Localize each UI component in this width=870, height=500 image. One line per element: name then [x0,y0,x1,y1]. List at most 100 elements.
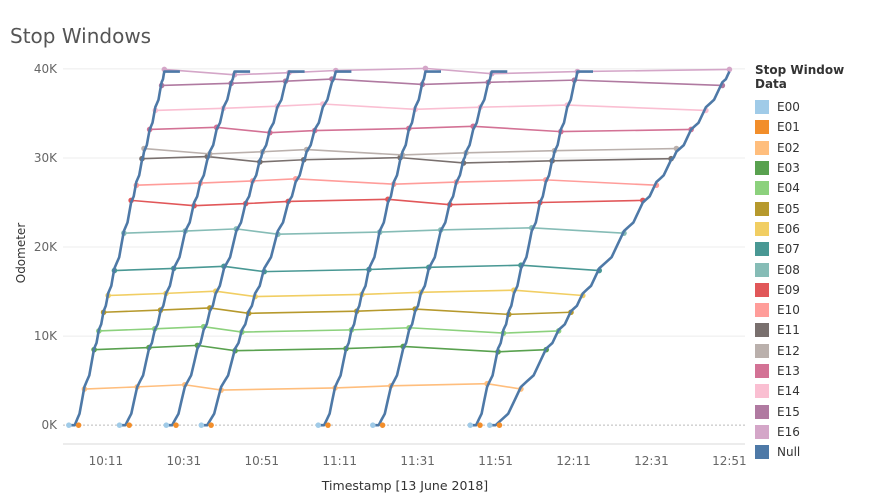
legend-label: E05 [777,201,800,216]
legend-item: E06 [755,219,867,239]
stop-window-line-e05 [103,307,572,316]
legend-label: E14 [777,384,800,399]
legend-item: E13 [755,361,867,381]
legend-item: E09 [755,280,867,300]
stop-window-line-e06 [108,289,583,298]
legend-swatch [755,323,769,338]
odometer-trip-series [66,70,731,428]
y-tick-label: 0K [41,418,58,432]
legend-label: E13 [777,364,800,378]
stop-window-line-e09 [131,198,643,207]
legend-label: E08 [777,262,800,277]
legend-swatch [755,201,769,216]
x-tick-label: 11:51 [478,454,513,468]
trip-line [201,70,352,427]
legend-swatch [755,100,769,115]
x-tick-label: 11:11 [322,454,357,468]
stop-window-line-e14 [155,103,706,112]
legend-swatch [755,303,769,318]
stop-window-point-e01 [173,422,179,428]
trip-line [119,70,251,427]
stop-window-point-e16 [726,66,733,73]
legend-swatch [755,120,769,135]
legend-item: E15 [755,401,867,421]
legend-label: Null [777,445,801,460]
trip-line [318,70,441,427]
legend-item: E04 [755,178,867,198]
legend: Stop Window Data E00 E01 E02 E03 E04 E05 E06 E0… [755,63,867,462]
legend-swatch [755,140,769,155]
legend-swatch [755,221,769,236]
legend-item: E00 [755,97,867,117]
legend-swatch [755,384,769,399]
stop-window-line-e13 [149,125,692,134]
legend-item: E02 [755,138,867,158]
y-tick-labels: 0K 10K 20K 30K 40K [34,62,58,432]
trip-line [68,70,180,427]
stop-window-point-e01 [496,422,503,428]
legend-label: E04 [777,181,800,196]
legend-items: E00 E01 E02 E03 E04 E05 E06 E07 E08 E09 E10 E11 E12 E… [755,97,867,462]
legend-title: Stop Window Data [755,63,845,91]
legend-label: E16 [777,424,800,439]
stop-window-point-e00 [486,422,493,428]
legend-swatch [755,282,769,297]
y-tick-label: 10K [34,329,58,343]
x-tick-label: 11:31 [400,454,435,468]
x-tick-label: 12:11 [556,454,591,468]
stop-window-line-e15 [161,78,723,87]
x-tick-label: 10:31 [167,454,202,468]
stop-window-line-e08 [123,227,625,236]
legend-swatch [755,262,769,277]
stop-window-point-e00 [66,422,72,428]
legend-label: E15 [777,404,800,419]
stop-window-point-e16 [422,65,429,72]
legend-label: E00 [777,100,800,115]
legend-item: E05 [755,198,867,218]
legend-item: E14 [755,381,867,401]
chart-title: Stop Windows [10,24,152,48]
legend-label: E11 [777,323,800,338]
legend-item: E03 [755,158,867,178]
stop-window-line-e11 [141,155,672,164]
y-tick-label: 20K [34,240,58,254]
legend-label: E09 [777,282,800,297]
legend-item: E16 [755,422,867,442]
legend-swatch [755,364,769,378]
legend-label: E02 [777,140,800,155]
stop-window-point-e00 [315,422,322,428]
legend-swatch [755,181,769,196]
legend-label: E06 [777,221,800,236]
trip-line [489,71,731,427]
x-tick-label: 10:51 [244,454,279,468]
y-tick-label: 30K [34,151,58,165]
stop-window-point-e01 [126,422,133,428]
trip-line [166,70,305,427]
legend-swatch [755,404,769,419]
stop-window-point-e01 [75,422,82,428]
x-tick-label: 12:31 [634,454,669,468]
stop-window-point-e00 [467,422,474,428]
stop-window-point-e00 [370,422,376,428]
legend-swatch [755,161,769,176]
y-tick-label: 40K [34,62,58,76]
stop-window-point-e01 [208,422,214,428]
y-axis-label: Odometer [14,223,28,284]
legend-label: E07 [777,242,800,257]
trip-line [372,70,508,427]
x-axis-label: Timestamp [13 June 2018] [321,478,488,493]
stop-window-line-e02 [84,382,522,391]
x-tick-label: 10:11 [89,454,124,468]
stop-window-point-e00 [198,422,205,428]
legend-swatch [755,445,769,460]
stop-window-line-e03 [94,344,547,353]
stop-window-point-e01 [379,422,386,428]
legend-item: E01 [755,117,867,137]
stop-window-point-e00 [163,422,170,428]
legend-item: E07 [755,239,867,259]
stop-window-line-e16 [164,67,730,76]
x-tick-labels: 10:11 10:31 10:51 11:11 11:31 11:51 12:11 12:31… [89,454,747,468]
stop-window-line-e10 [136,178,657,187]
legend-label: E03 [777,161,800,176]
